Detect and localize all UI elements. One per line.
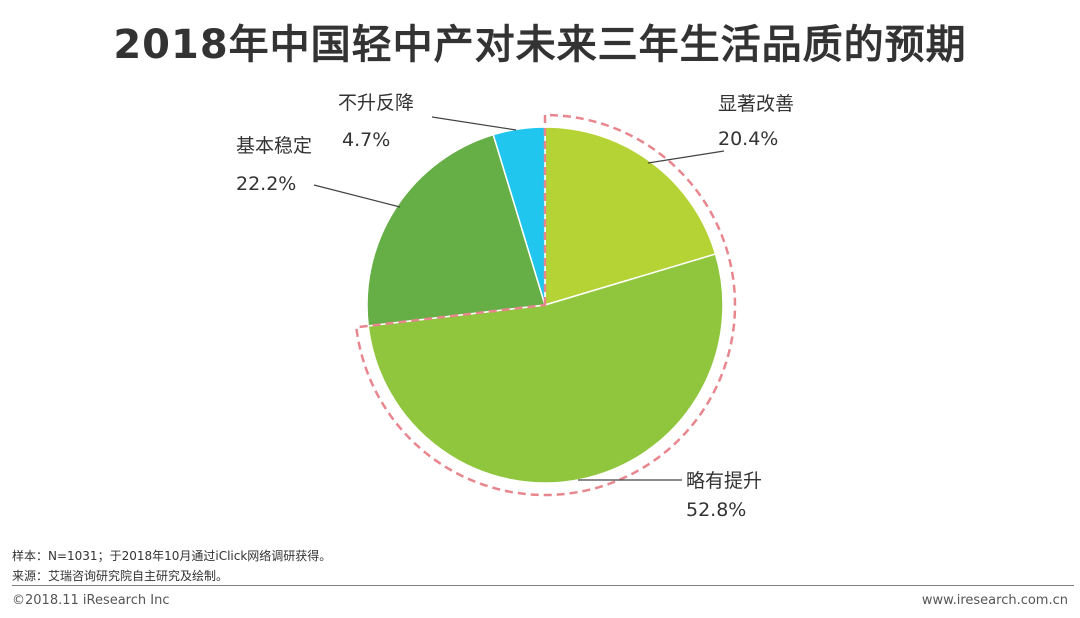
slice-value-4: 4.7% bbox=[342, 129, 390, 151]
leader-line-4 bbox=[431, 116, 517, 131]
highlight-outline bbox=[354, 113, 737, 497]
slice-label-2: 略有提升 bbox=[686, 470, 762, 492]
slice-value-3: 22.2% bbox=[236, 173, 296, 195]
leader-line-1 bbox=[647, 150, 725, 164]
footer-divider bbox=[12, 585, 1074, 586]
slice-label-3: 基本稳定 bbox=[236, 135, 312, 157]
slice-label-4: 不升反降 bbox=[338, 92, 414, 114]
chart-title: 2018年中国轻中产对未来三年生活品质的预期 bbox=[113, 22, 967, 68]
slice-value-1: 20.4% bbox=[718, 128, 778, 150]
slice-value-2: 52.8% bbox=[686, 499, 746, 521]
source-footnote: 来源：艾瑞咨询研究院自主研究及绘制。 bbox=[12, 569, 229, 583]
pie-slice-2 bbox=[367, 253, 724, 484]
website-text: www.iresearch.com.cn bbox=[921, 593, 1068, 608]
slice-label-1: 显著改善 bbox=[718, 93, 794, 115]
sample-footnote: 样本：N=1031；于2018年10月通过iClick网络调研获得。 bbox=[12, 549, 332, 563]
leader-line-3 bbox=[313, 184, 401, 208]
pie-slice-3 bbox=[366, 133, 546, 327]
copyright-text: ©2018.11 iResearch Inc bbox=[12, 593, 170, 608]
pie-slice-4 bbox=[492, 126, 546, 306]
